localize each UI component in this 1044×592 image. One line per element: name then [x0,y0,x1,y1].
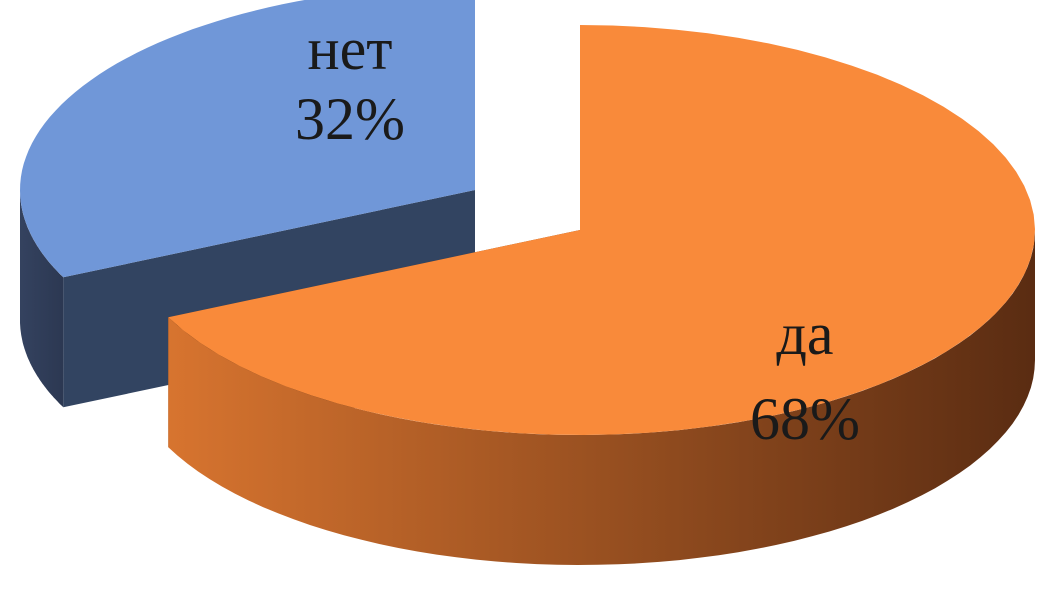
slice-side [20,190,64,408]
slice-value-label: 68% [750,386,860,452]
slice-label: нет [308,16,393,82]
slice-value-label: 32% [295,86,405,152]
slice [168,25,1036,435]
slice [20,0,475,278]
slice-side [168,230,1036,565]
slice-label: да [776,301,833,367]
